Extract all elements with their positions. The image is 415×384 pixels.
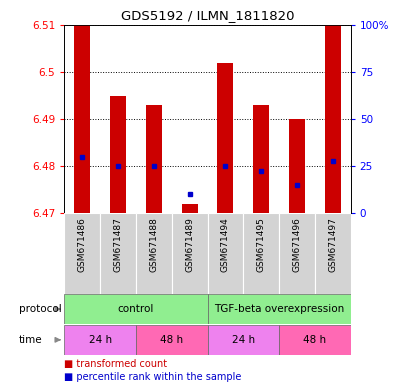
Text: ■ percentile rank within the sample: ■ percentile rank within the sample [64, 372, 242, 382]
Bar [279, 213, 315, 294]
Text: GSM671495: GSM671495 [257, 217, 266, 272]
Text: GSM671487: GSM671487 [114, 217, 122, 272]
Text: GSM671494: GSM671494 [221, 217, 230, 272]
Text: 48 h: 48 h [160, 335, 183, 345]
Text: TGF-beta overexpression: TGF-beta overexpression [214, 304, 344, 314]
Text: control: control [118, 304, 154, 314]
Text: GSM671496: GSM671496 [293, 217, 301, 272]
Bar [146, 105, 162, 213]
Bar [172, 213, 208, 294]
Bar [208, 295, 351, 324]
Bar [253, 105, 269, 213]
Text: GSM671497: GSM671497 [328, 217, 337, 272]
Text: 24 h: 24 h [232, 335, 255, 345]
Bar [279, 325, 351, 354]
Bar [64, 325, 136, 354]
Bar [243, 213, 279, 294]
Bar [136, 213, 172, 294]
Bar [289, 119, 305, 213]
Bar [181, 204, 198, 213]
Bar [208, 325, 279, 354]
Bar [64, 295, 208, 324]
Text: GSM671489: GSM671489 [185, 217, 194, 272]
Bar [136, 325, 208, 354]
Bar [64, 213, 100, 294]
Text: ■ transformed count: ■ transformed count [64, 359, 167, 369]
Bar [110, 96, 126, 213]
Bar [217, 63, 234, 213]
Text: 48 h: 48 h [303, 335, 327, 345]
Bar [315, 213, 351, 294]
Bar [74, 25, 90, 213]
Bar [208, 213, 243, 294]
Title: GDS5192 / ILMN_1811820: GDS5192 / ILMN_1811820 [121, 9, 294, 22]
Text: time: time [19, 335, 42, 345]
Text: GSM671486: GSM671486 [78, 217, 87, 272]
Text: protocol: protocol [19, 304, 61, 314]
Text: GSM671488: GSM671488 [149, 217, 158, 272]
Bar [100, 213, 136, 294]
Bar [325, 25, 341, 213]
Text: 24 h: 24 h [88, 335, 112, 345]
